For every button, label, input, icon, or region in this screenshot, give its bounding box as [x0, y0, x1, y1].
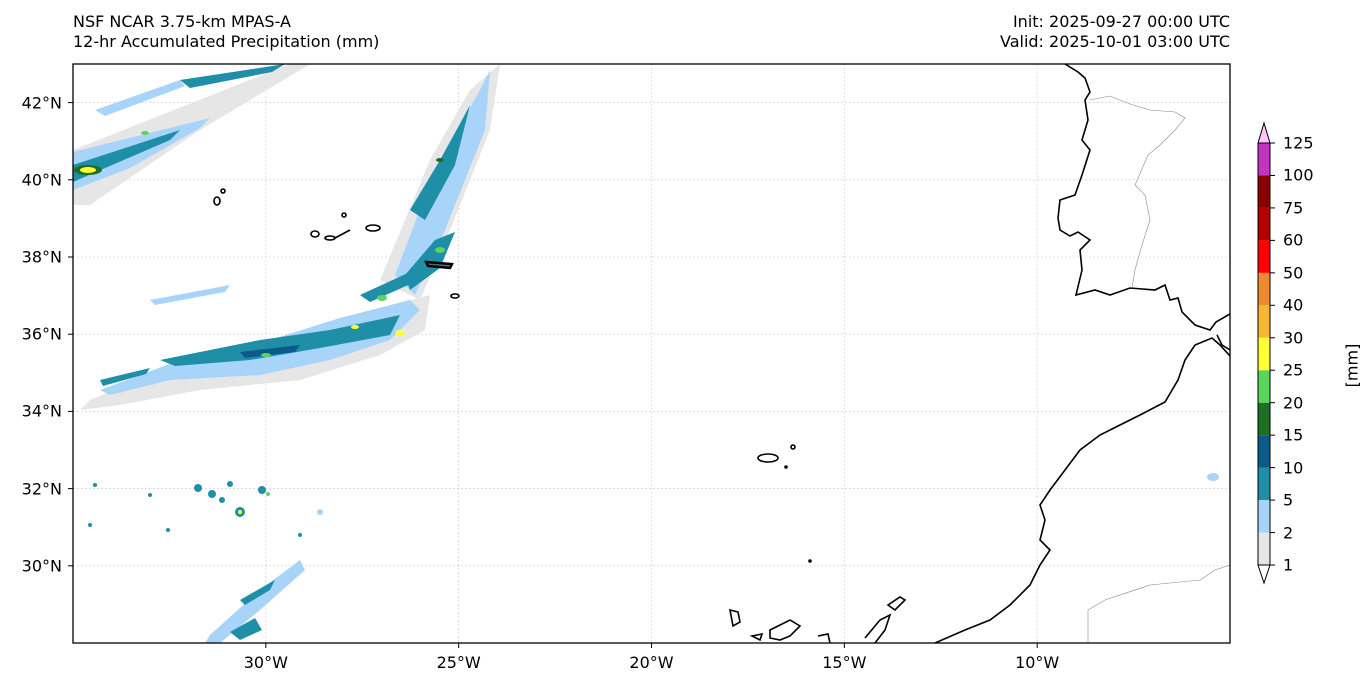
precipitation-field [73, 64, 1219, 643]
precip-band-northwest [73, 64, 310, 205]
colorbar-tick-label: 40 [1283, 295, 1304, 315]
colorbar-segment [1258, 467, 1270, 501]
lat-tick-label: 38°N [21, 247, 62, 267]
colorbar-tick-label: 15 [1283, 425, 1304, 445]
lat-tick-label: 34°N [21, 401, 62, 421]
colorbar-segment [1258, 305, 1270, 338]
lat-tick-label: 42°N [21, 93, 62, 113]
colorbar-extend-min [1257, 564, 1271, 585]
valid-time: Valid: 2025-10-01 03:00 UTC [999, 32, 1230, 51]
coastlines [213, 64, 1230, 643]
colorbar-tick-label: 1 [1283, 555, 1294, 575]
colorbar-tick-label: 30 [1283, 328, 1304, 348]
precip-band-main [80, 272, 430, 410]
colorbar [1257, 121, 1275, 585]
colorbar-tick-label: 125 [1283, 133, 1314, 153]
lon-tick-label: 30°W [243, 653, 288, 672]
lon-tick-label: 10°W [1015, 653, 1060, 672]
colorbar-tick-label: 20 [1283, 393, 1304, 413]
colorbar-tick-label: 25 [1283, 360, 1304, 380]
axis-ticks [68, 102, 1038, 648]
colorbar-segment [1258, 435, 1270, 468]
colorbar-extend-max [1257, 121, 1271, 144]
colorbar-tick-label: 10 [1283, 458, 1304, 478]
colorbar-segment [1258, 207, 1270, 241]
field-name: 12-hr Accumulated Precipitation (mm) [73, 32, 380, 51]
model-name: NSF NCAR 3.75-km MPAS-A [73, 12, 291, 31]
lat-tick-label: 40°N [21, 170, 62, 190]
colorbar-tick-label: 100 [1283, 165, 1314, 185]
precip-cell-east [1207, 473, 1219, 481]
colorbar-tick-label: 50 [1283, 263, 1304, 283]
lat-tick-label: 32°N [21, 479, 62, 499]
lat-tick-label: 30°N [21, 556, 62, 576]
colorbar-segment [1258, 272, 1270, 306]
colorbar-segment [1258, 175, 1270, 208]
colorbar-segment [1258, 402, 1270, 436]
lon-tick-label: 20°W [629, 653, 674, 672]
init-time: Init: 2025-09-27 00:00 UTC [1012, 12, 1230, 31]
lon-tick-label: 25°W [436, 653, 481, 672]
country-borders [1087, 95, 1230, 643]
map-title: NSF NCAR 3.75-km MPAS-A 12-hr Accumulate… [73, 12, 379, 52]
colorbar-segment [1258, 337, 1270, 371]
colorbar-tick-label: 5 [1283, 490, 1294, 510]
colorbar-segment [1258, 143, 1270, 176]
precip-cells-southwest [88, 481, 323, 537]
colorbar-segment [1258, 532, 1270, 565]
time-info: Init: 2025-09-27 00:00 UTC Valid: 2025-1… [1000, 12, 1230, 52]
colorbar-segment [1258, 370, 1270, 403]
colorbar-segment [1258, 240, 1270, 273]
lat-tick-label: 36°N [21, 324, 62, 344]
precip-band-azores [380, 64, 500, 300]
precip-band-south [205, 560, 305, 643]
colorbar-tick-label: 2 [1283, 523, 1294, 543]
colorbar-outline [1257, 142, 1271, 566]
colorbar-unit-label: [mm] [1342, 343, 1361, 388]
lon-tick-label: 15°W [822, 653, 867, 672]
colorbar-tick-label: 60 [1283, 230, 1304, 250]
colorbar-tick-label: 75 [1283, 198, 1304, 218]
graticule [73, 64, 1230, 643]
colorbar-segment [1258, 500, 1270, 533]
